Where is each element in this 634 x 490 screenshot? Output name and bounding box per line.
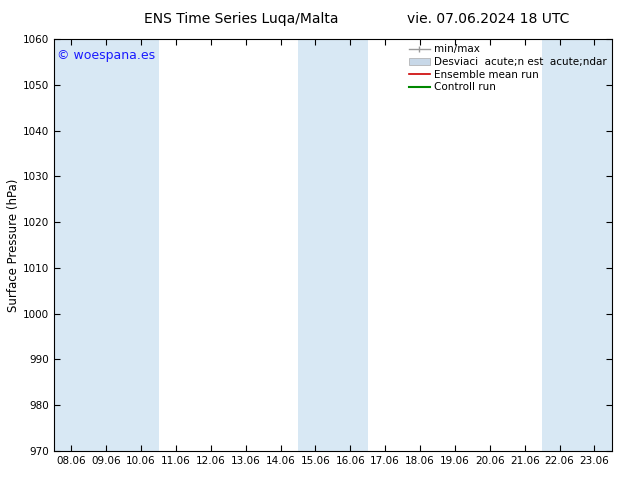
Bar <box>298 39 333 451</box>
Bar <box>89 39 124 451</box>
Bar <box>124 39 158 451</box>
Bar <box>577 39 612 451</box>
Bar <box>54 39 89 451</box>
Text: vie. 07.06.2024 18 UTC: vie. 07.06.2024 18 UTC <box>407 12 569 26</box>
Bar <box>542 39 577 451</box>
Legend: min/max, Desviaci  acute;n est  acute;ndar, Ensemble mean run, Controll run: min/max, Desviaci acute;n est acute;ndar… <box>407 42 609 94</box>
Text: ENS Time Series Luqa/Malta: ENS Time Series Luqa/Malta <box>144 12 338 26</box>
Text: © woespana.es: © woespana.es <box>56 49 155 63</box>
Bar <box>333 39 368 451</box>
Y-axis label: Surface Pressure (hPa): Surface Pressure (hPa) <box>7 178 20 312</box>
